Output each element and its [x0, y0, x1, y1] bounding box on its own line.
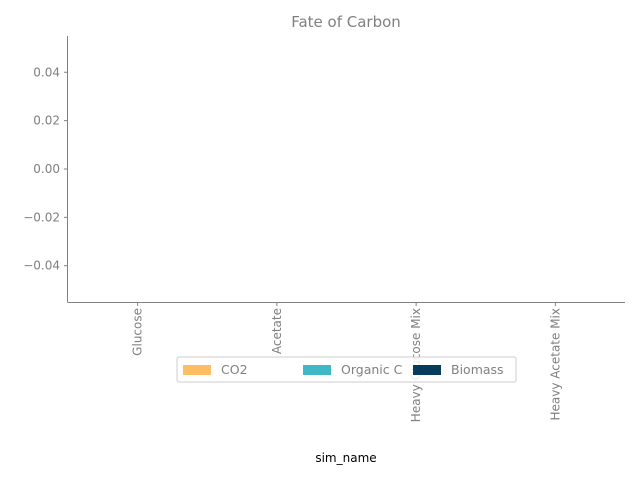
legend-swatch	[303, 365, 331, 375]
legend-swatch	[413, 365, 441, 375]
y-tick-label: −0.02	[23, 210, 60, 224]
x-axis-label: sim_name	[315, 451, 376, 465]
y-tick-label: 0.04	[33, 65, 60, 79]
y-axis-ticks: 0.04 0.02 0.00 −0.02 −0.04	[23, 65, 68, 273]
legend-swatch	[183, 365, 211, 375]
y-tick-label: 0.02	[33, 114, 60, 128]
legend: CO2 Organic C Biomass	[176, 356, 517, 383]
y-tick-label: −0.04	[23, 259, 60, 273]
legend-label: Organic C	[341, 362, 403, 377]
legend-label: Biomass	[451, 362, 504, 377]
y-tick-label: 0.00	[33, 162, 60, 176]
legend-label: CO2	[221, 362, 248, 377]
chart-title: Fate of Carbon	[291, 13, 401, 31]
x-tick-label: Acetate	[270, 308, 284, 354]
x-tick-label: Heavy Acetate Mix	[548, 308, 562, 421]
legend-frame	[176, 356, 517, 383]
x-tick-label: Glucose	[131, 308, 145, 356]
